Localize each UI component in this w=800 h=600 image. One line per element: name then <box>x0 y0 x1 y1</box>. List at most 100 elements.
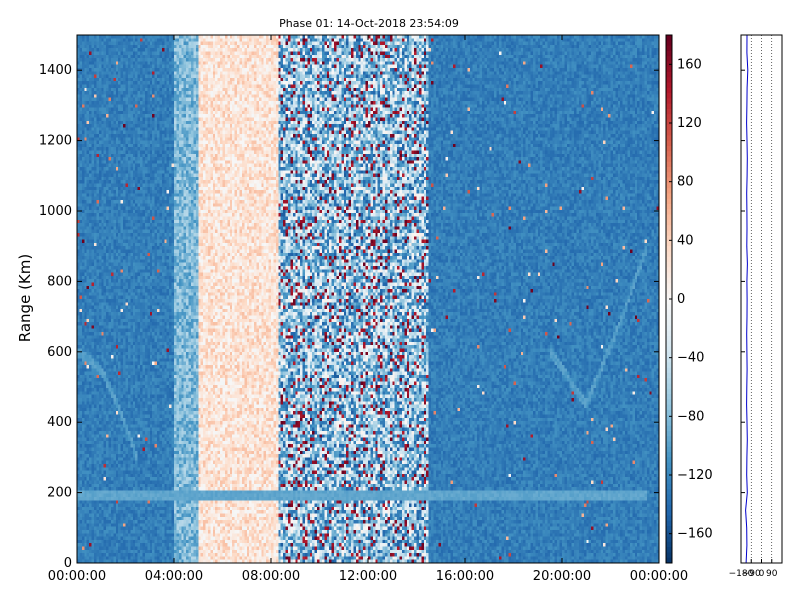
colorbar-swatch <box>666 483 672 490</box>
colorbar-swatch <box>666 552 672 559</box>
colorbar-swatch <box>666 66 672 73</box>
colorbar-swatch <box>666 341 672 348</box>
colorbar-swatch <box>666 209 672 216</box>
colorbar-swatch <box>666 240 672 247</box>
colorbar-swatch <box>666 425 672 432</box>
y-tick-label: 600 <box>47 345 72 360</box>
colorbar-swatch <box>666 77 672 84</box>
colorbar-swatch <box>666 473 672 480</box>
colorbar-swatch <box>666 431 672 437</box>
colorbar-swatch <box>666 446 672 453</box>
colorbar-swatch <box>666 520 672 527</box>
colorbar-swatch <box>666 119 672 126</box>
colorbar-swatch <box>666 93 672 99</box>
colorbar-swatch <box>666 383 672 390</box>
colorbar-swatch <box>666 251 672 258</box>
x-tick-label: 12:00:00 <box>339 569 397 584</box>
colorbar-swatch <box>666 436 672 443</box>
colorbar-swatch <box>666 167 672 173</box>
colorbar-swatch <box>666 267 672 274</box>
y-tick-label: 800 <box>47 274 72 289</box>
colorbar-swatch <box>666 288 672 295</box>
colorbar-swatch <box>666 399 672 406</box>
colorbar-swatch <box>666 504 672 511</box>
colorbar-swatch <box>666 98 672 105</box>
x-tick-label: 20:00:00 <box>533 569 591 584</box>
colorbar-swatch <box>666 531 672 538</box>
colorbar-swatch <box>666 40 672 47</box>
colorbar-swatch <box>666 45 672 52</box>
profile-x-tick-label: 90 <box>766 569 778 579</box>
colorbar <box>666 35 672 564</box>
colorbar-tick-label: 160 <box>677 57 702 72</box>
heatmap-area <box>77 35 659 563</box>
colorbar-swatch <box>666 182 672 189</box>
colorbar-swatch <box>666 50 672 57</box>
chart-title: Phase 01: 14-Oct-2018 23:54:09 <box>279 17 459 30</box>
colorbar-swatch <box>666 135 672 142</box>
heatmap-axes: 00:00:00 04:00:00 08:00:00 12:00:00 16:00:00… <box>39 35 688 584</box>
colorbar-swatch <box>666 214 672 221</box>
colorbar-swatch <box>666 388 672 395</box>
colorbar-swatch <box>666 325 672 332</box>
colorbar-tick-label: −80 <box>677 409 704 424</box>
colorbar-tick-label: 40 <box>677 233 694 248</box>
x-tick-label: 08:00:00 <box>242 569 300 584</box>
profile-x-tick-label: 0 <box>759 569 765 579</box>
colorbar-swatch <box>666 283 672 289</box>
profile-x-tick-label: −180 <box>729 569 754 579</box>
colorbar-swatch <box>666 87 672 94</box>
colorbar-swatch <box>666 351 672 358</box>
colorbar-swatch <box>666 108 672 115</box>
colorbar-swatch <box>666 346 672 353</box>
profile-line <box>745 34 749 564</box>
colorbar-swatch <box>666 314 672 321</box>
colorbar-swatch <box>666 309 672 316</box>
colorbar-swatch <box>666 219 672 226</box>
heatmap-cells <box>77 35 659 563</box>
colorbar-swatch <box>666 151 672 157</box>
colorbar-swatch <box>666 198 672 205</box>
colorbar-swatch <box>666 441 672 448</box>
colorbar-tick-label: 120 <box>677 116 702 131</box>
colorbar-tick-label: −120 <box>677 468 713 483</box>
colorbar-swatch <box>666 177 672 184</box>
colorbar-swatch <box>666 409 672 416</box>
colorbar-swatch <box>666 203 672 210</box>
colorbar-swatch <box>666 515 672 522</box>
x-tick-label: 00:00:00 <box>48 569 106 584</box>
colorbar-swatch <box>666 330 672 337</box>
colorbar-swatch <box>666 526 672 532</box>
colorbar-swatch <box>666 304 672 311</box>
colorbar-swatch <box>666 357 672 363</box>
y-tick-label: 1200 <box>39 134 72 149</box>
colorbar-swatch <box>666 499 672 506</box>
profile-x-tick-label: −90 <box>742 569 761 579</box>
colorbar-tick-label: 80 <box>677 175 694 190</box>
colorbar-swatch <box>666 557 672 564</box>
colorbar-swatch <box>666 415 672 421</box>
colorbar-swatch <box>666 262 672 268</box>
colorbar-swatch <box>666 256 672 263</box>
colorbar-swatch <box>666 452 672 458</box>
colorbar-swatch <box>666 114 672 120</box>
colorbar-swatch <box>666 293 672 300</box>
colorbar-swatch <box>666 140 672 147</box>
colorbar-swatch <box>666 35 672 41</box>
profile-plot <box>740 34 773 564</box>
colorbar-swatch <box>666 378 672 384</box>
y-tick-label: 0 <box>64 556 72 571</box>
colorbar-swatch <box>666 161 672 168</box>
colorbar-swatch <box>666 420 672 427</box>
colorbar-swatch <box>666 510 672 516</box>
colorbar-swatch <box>666 536 672 543</box>
colorbar-swatch <box>666 462 672 469</box>
colorbar-axis: 160 120 80 40 0 −40 −80 −120 −160 <box>669 57 713 542</box>
colorbar-tick-label: −40 <box>677 351 704 366</box>
colorbar-swatch <box>666 404 672 411</box>
colorbar-swatch <box>666 320 672 326</box>
colorbar-swatch <box>666 272 672 279</box>
colorbar-swatch <box>666 103 672 110</box>
colorbar-swatch <box>666 235 672 242</box>
